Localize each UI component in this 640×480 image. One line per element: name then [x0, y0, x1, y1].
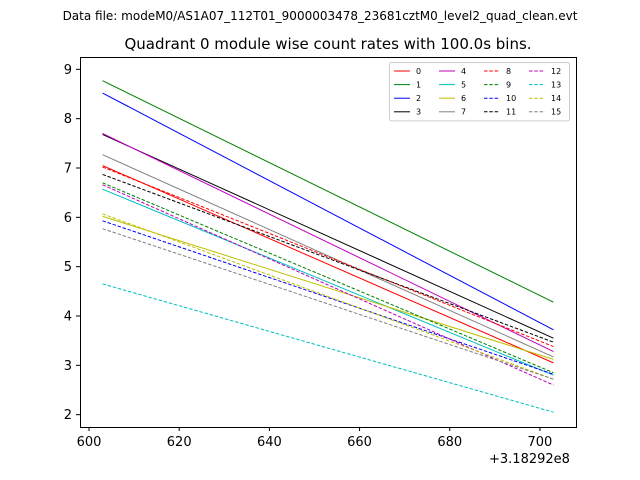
x-tick-label: 680 [437, 435, 462, 450]
legend-label-10: 10 [506, 94, 516, 103]
y-tick-label: 3 [64, 359, 72, 374]
series-line-13 [102, 283, 554, 413]
legend-label-11: 11 [506, 108, 516, 117]
legend-label-4: 4 [461, 67, 466, 76]
chart-title: Quadrant 0 module wise count rates with … [124, 35, 532, 53]
series-line-4 [102, 133, 554, 352]
y-tick-label: 9 [64, 63, 72, 78]
plot-lines [102, 80, 554, 413]
legend-label-14: 14 [551, 94, 561, 103]
series-line-12 [102, 184, 554, 386]
y-tick-label: 5 [64, 260, 72, 275]
series-line-1 [102, 80, 554, 303]
legend-label-8: 8 [506, 67, 511, 76]
legend-label-13: 13 [551, 80, 561, 89]
y-tick-label: 2 [64, 408, 72, 423]
x-tick-label: 660 [347, 435, 372, 450]
legend-label-15: 15 [551, 108, 561, 117]
x-tick-label: 700 [528, 435, 553, 450]
series-line-5 [102, 188, 554, 376]
series-line-11 [102, 173, 554, 343]
y-axis: 2 3 4 5 6 7 8 9 [64, 63, 80, 423]
series-line-10 [102, 220, 554, 375]
y-tick-label: 6 [64, 211, 72, 226]
series-line-8 [102, 166, 554, 348]
series-line-9 [102, 182, 554, 374]
figure-suptitle: Data file: modeM0/AS1A07_112T01_90000034… [62, 9, 578, 23]
legend-label-7: 7 [461, 108, 466, 117]
series-line-2 [102, 92, 554, 331]
legend-label-5: 5 [461, 80, 466, 89]
series-line-3 [102, 133, 554, 339]
legend-box [389, 62, 570, 122]
legend-label-12: 12 [551, 67, 561, 76]
series-line-6 [102, 215, 554, 360]
legend-label-3: 3 [416, 108, 421, 117]
x-tick-label: 620 [167, 435, 192, 450]
x-axis: 600 620 640 660 680 700 [77, 427, 553, 450]
y-tick-label: 4 [64, 310, 72, 325]
legend-label-2: 2 [416, 94, 421, 103]
series-line-15 [102, 228, 554, 380]
x-tick-label: 600 [77, 435, 102, 450]
legend-label-6: 6 [461, 94, 466, 103]
series-line-7 [102, 154, 554, 358]
legend-label-1: 1 [416, 80, 421, 89]
series-line-0 [102, 165, 554, 364]
series-line-14 [102, 213, 554, 380]
legend-label-9: 9 [506, 80, 511, 89]
y-tick-label: 7 [64, 162, 72, 177]
x-axis-offset-label: +3.18292e8 [489, 452, 570, 467]
legend-label-0: 0 [416, 67, 421, 76]
x-tick-label: 640 [257, 435, 282, 450]
y-tick-label: 8 [64, 112, 72, 127]
axes-frame [80, 57, 577, 428]
